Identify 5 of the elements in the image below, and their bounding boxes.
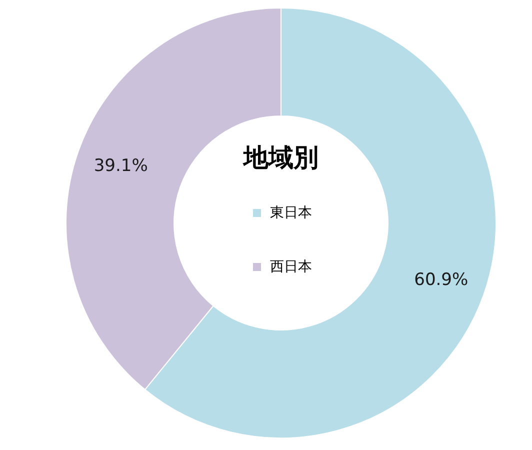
text: 地域別: [242, 143, 318, 172]
legend-label: 西日本: [270, 259, 312, 275]
legend-label: 東日本: [270, 205, 312, 221]
data-label: 60.9%: [414, 270, 468, 290]
data-label: 39.1%: [94, 156, 148, 176]
